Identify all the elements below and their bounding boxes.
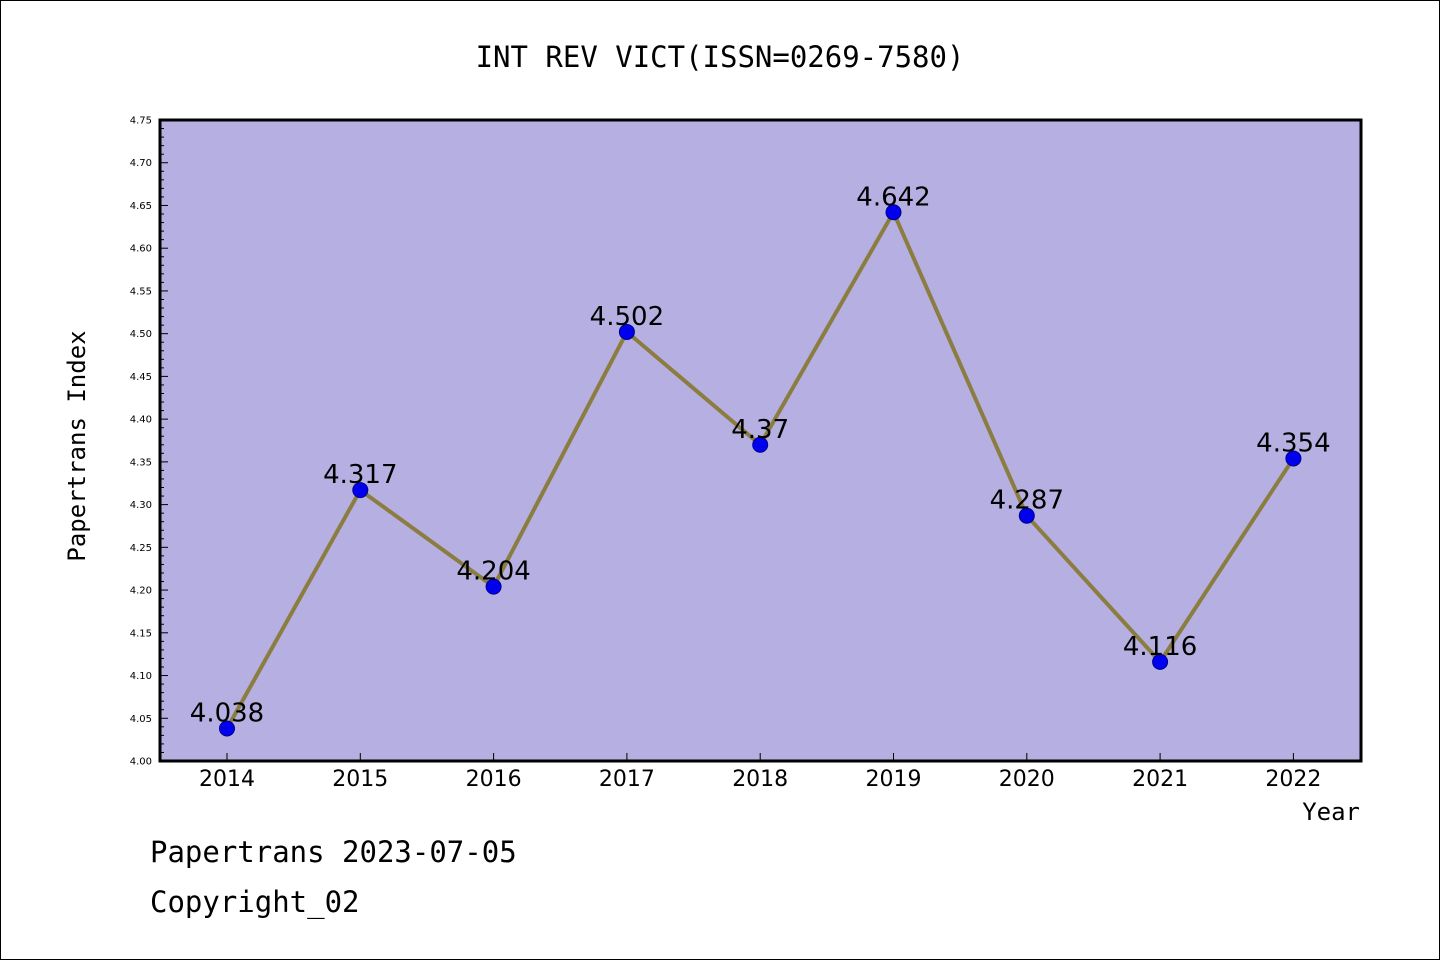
data-label: 4.642 [856,182,930,212]
data-point [1285,450,1302,467]
data-point [1018,507,1035,524]
x-tick-label: 2022 [1265,767,1321,792]
x-tick-label: 2018 [732,767,788,792]
x-tick-label: 2014 [199,767,255,792]
y-tick-label: 4.05 [130,714,152,725]
y-tick-label: 4.65 [130,201,152,212]
data-label: 4.038 [190,699,264,729]
x-tick-label: 2019 [866,767,922,792]
x-axis: 2014 2015 2016 2017 2018 2019 2020 2021 2022 [199,753,1321,792]
y-axis: 4.00 4.05 4.10 4.15 4.20 4.25 4.30 4.35 4.40 4.45… [130,116,168,768]
y-axis-label: Papertrans Index [63,330,91,561]
data-label: 4.502 [590,302,664,332]
data-point [618,323,635,340]
footer-date-stamp: Papertrans 2023-07-05 [150,835,517,869]
data-point [352,482,369,499]
data-point [1152,653,1169,670]
x-tick-label: 2017 [599,767,655,792]
y-tick-label: 4.25 [130,543,152,554]
data-point [219,720,235,737]
series-layer: 4.038 4.317 4.204 4.502 4.37 4.642 4.287 4.116 4… [190,182,1331,737]
y-tick-label: 4.15 [130,628,152,639]
x-tick-label: 2015 [332,767,388,792]
y-tick-label: 4.70 [130,158,152,169]
data-label: 4.354 [1256,428,1330,458]
y-tick-label: 4.30 [130,500,152,511]
data-point [485,578,502,595]
chart-title: INT REV VICT(ISSN=0269-7580) [476,40,965,74]
x-tick-label: 2016 [466,767,522,792]
data-label: 4.287 [990,486,1064,516]
x-tick-label: 2020 [999,767,1055,792]
footer-copyright: Copyright_02 [150,885,360,919]
y-tick-label: 4.20 [130,586,152,597]
data-point [885,204,902,221]
data-point [752,436,769,453]
y-tick-label: 4.60 [130,244,152,255]
y-tick-label: 4.75 [130,116,152,127]
y-tick-label: 4.50 [130,329,152,340]
y-tick-label: 4.00 [130,757,152,768]
data-label: 4.116 [1123,632,1197,662]
data-label: 4.204 [456,557,530,587]
y-tick-label: 4.45 [130,372,152,383]
y-tick-label: 4.40 [130,415,152,426]
y-tick-label: 4.55 [130,286,152,297]
y-tick-label: 4.35 [130,457,152,468]
data-label: 4.37 [731,415,789,445]
y-tick-label: 4.10 [130,671,152,682]
x-axis-label: Year [1302,798,1360,826]
x-tick-label: 2021 [1132,767,1188,792]
data-label: 4.317 [323,460,397,490]
